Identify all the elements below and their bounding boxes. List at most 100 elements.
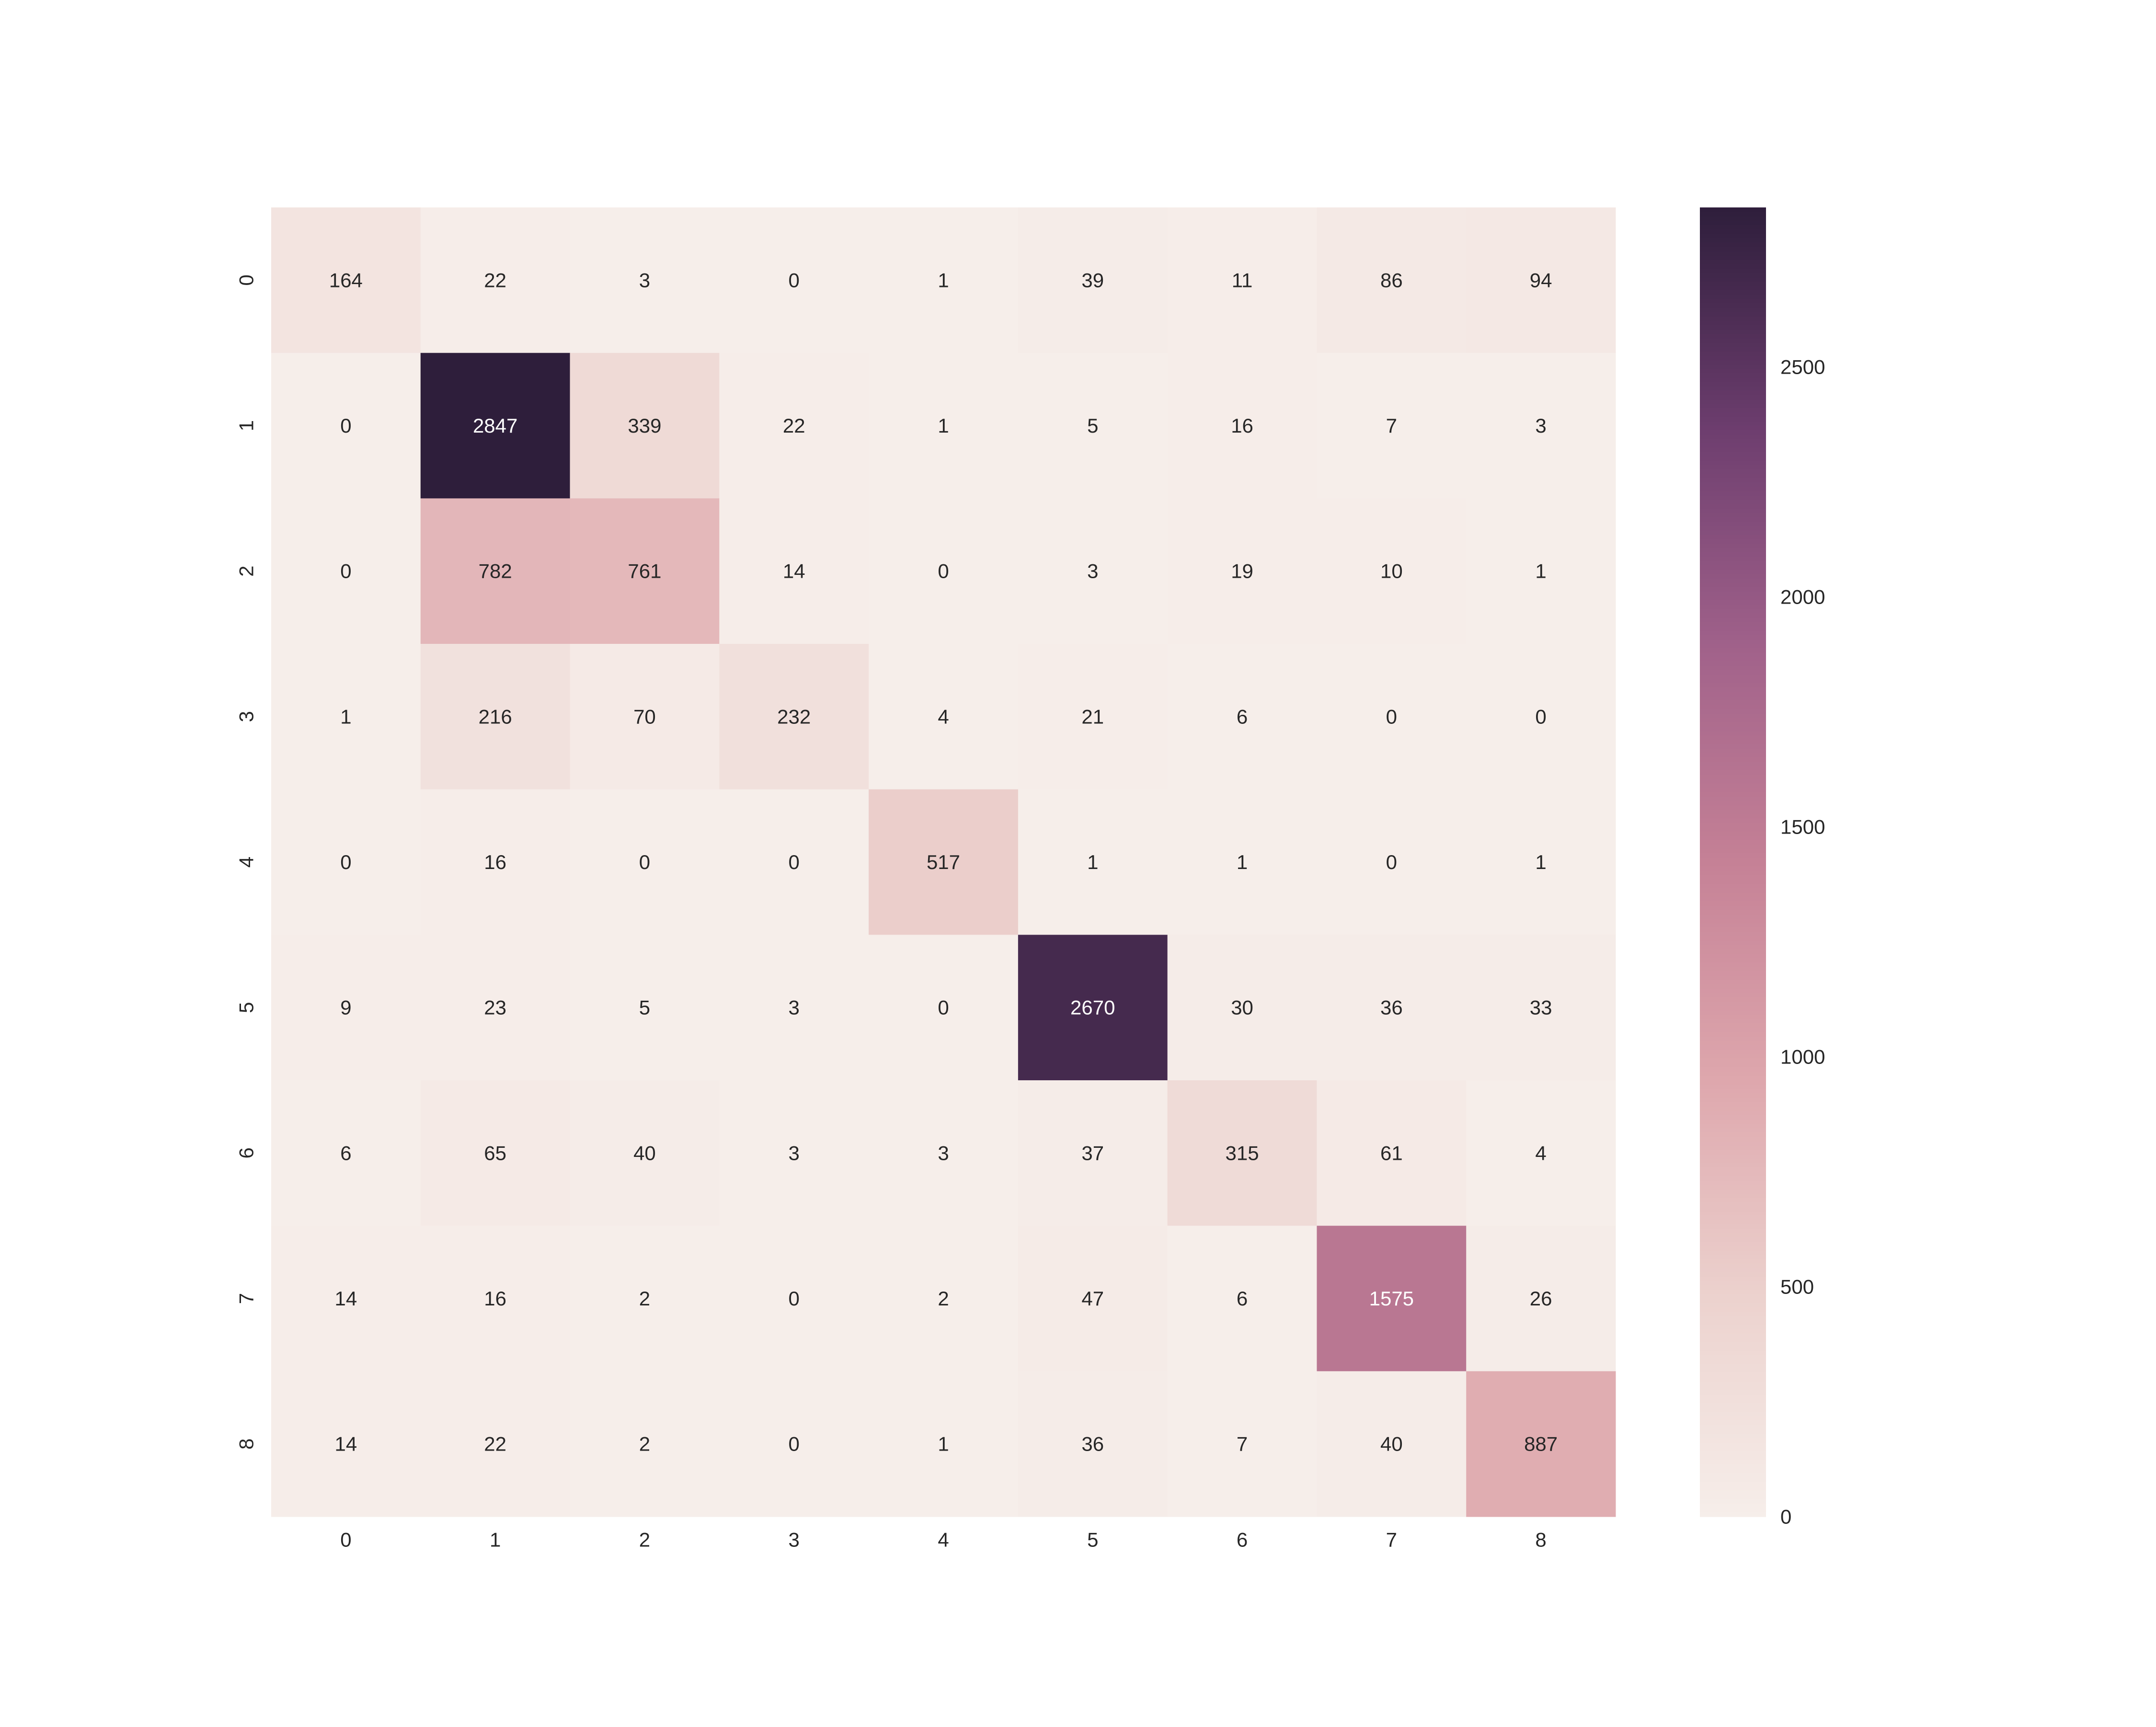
cell-value-r2-c1: 782 — [479, 560, 512, 583]
colorbar-segment — [1700, 1477, 1766, 1482]
colorbar-segment — [1700, 1045, 1766, 1050]
colorbar-segment — [1700, 478, 1766, 483]
colorbar-tick-label: 2500 — [1780, 356, 1825, 378]
colorbar-segment — [1700, 805, 1766, 810]
heatmap-cell-r4-c7 — [1317, 789, 1467, 935]
cell-value-r7-c0: 14 — [335, 1287, 357, 1310]
heatmap-cell-r6-c8 — [1466, 1080, 1616, 1226]
heatmap-cell-r3-c3 — [719, 644, 869, 790]
cell-value-r2-c4: 0 — [938, 560, 949, 583]
heatmap-cell-r1-c5 — [1018, 353, 1168, 499]
colorbar-segment — [1700, 810, 1766, 814]
cell-value-r6-c1: 65 — [484, 1142, 506, 1164]
colorbar-segment — [1700, 286, 1766, 291]
colorbar-segment — [1700, 858, 1766, 863]
cell-value-r4-c5: 1 — [1087, 851, 1098, 873]
heatmap-cell-r8-c3 — [719, 1371, 869, 1517]
heatmap-cell-r1-c3 — [719, 353, 869, 499]
x-tick-label: 2 — [639, 1529, 650, 1551]
colorbar-segment — [1700, 1486, 1766, 1491]
colorbar-segment — [1700, 674, 1766, 679]
heatmap-cell-r7-c4 — [869, 1225, 1019, 1372]
colorbar-segment — [1700, 281, 1766, 286]
heatmap-cell-r2-c3 — [719, 498, 869, 644]
colorbar-segment — [1700, 251, 1766, 256]
heatmap-cell-r5-c1 — [420, 935, 571, 1081]
heatmap-cell-r0-c7 — [1317, 207, 1467, 354]
colorbar-segment — [1700, 1503, 1766, 1509]
heatmap-cell-r0-c8 — [1466, 207, 1616, 354]
colorbar-segment — [1700, 775, 1766, 780]
colorbar-segment — [1700, 1032, 1766, 1037]
colorbar-segment — [1700, 1071, 1766, 1076]
colorbar-segment — [1700, 220, 1766, 226]
y-tick-label: 4 — [235, 857, 258, 868]
colorbar-segment — [1700, 1132, 1766, 1138]
colorbar-segment — [1700, 395, 1766, 400]
heatmap-cell-r8-c7 — [1317, 1371, 1467, 1517]
colorbar-segment — [1700, 1499, 1766, 1504]
colorbar-segment — [1700, 1451, 1766, 1456]
colorbar-segment — [1700, 1294, 1766, 1299]
cell-value-r5-c7: 36 — [1380, 996, 1403, 1019]
colorbar-segment — [1700, 1015, 1766, 1020]
cell-value-r1-c2: 339 — [628, 414, 661, 437]
cell-value-r3-c7: 0 — [1386, 705, 1397, 728]
colorbar-segment — [1700, 417, 1766, 422]
colorbar-segment — [1700, 460, 1766, 466]
y-tick-label: 5 — [235, 1002, 258, 1013]
cell-value-r7-c2: 2 — [639, 1287, 650, 1310]
colorbar-segment — [1700, 1399, 1766, 1404]
colorbar-segment — [1700, 884, 1766, 889]
colorbar-segment — [1700, 1272, 1766, 1277]
colorbar-segment — [1700, 709, 1766, 714]
colorbar-segment — [1700, 1372, 1766, 1378]
colorbar-segment — [1700, 1468, 1766, 1474]
colorbar-segment — [1700, 731, 1766, 736]
y-axis-tick-labels: 0 1 2 3 4 5 6 7 8 — [235, 274, 258, 1450]
colorbar-segment — [1700, 761, 1766, 766]
colorbar-segment — [1700, 338, 1766, 343]
colorbar-segment — [1700, 238, 1766, 243]
colorbar-segment — [1700, 1425, 1766, 1430]
colorbar-segment — [1700, 570, 1766, 574]
colorbar-segment — [1700, 1158, 1766, 1164]
colorbar-segment — [1700, 320, 1766, 326]
colorbar-segment — [1700, 1346, 1766, 1351]
colorbar-segment — [1700, 678, 1766, 684]
cell-value-r2-c3: 14 — [783, 560, 805, 583]
cell-value-r1-c1: 2847 — [473, 414, 517, 437]
colorbar-segment — [1700, 1089, 1766, 1094]
heatmap-cell-r2-c0 — [271, 498, 421, 644]
colorbar-segment — [1700, 521, 1766, 526]
cell-value-r4-c6: 1 — [1237, 851, 1248, 873]
colorbar-segment — [1700, 1019, 1766, 1024]
colorbar-segment — [1700, 652, 1766, 657]
colorbar-segment — [1700, 1198, 1766, 1203]
colorbar-segment — [1700, 888, 1766, 893]
cell-value-r7-c5: 47 — [1081, 1287, 1104, 1310]
colorbar-segment — [1700, 591, 1766, 596]
colorbar-segment — [1700, 535, 1766, 539]
colorbar-segment — [1700, 892, 1766, 897]
colorbar-segment — [1700, 648, 1766, 653]
colorbar-segment — [1700, 434, 1766, 439]
colorbar-segment — [1700, 1438, 1766, 1443]
heatmap-cell-r5-c8 — [1466, 935, 1616, 1081]
heatmap-cell-r3-c5 — [1018, 644, 1168, 790]
heatmap-cell-r7-c5 — [1018, 1225, 1168, 1372]
colorbar-segment — [1700, 212, 1766, 217]
colorbar-segment — [1700, 386, 1766, 391]
colorbar-segment — [1700, 988, 1766, 994]
colorbar-segment — [1700, 635, 1766, 640]
colorbar-segment — [1700, 766, 1766, 771]
cell-value-r0-c0: 164 — [329, 269, 363, 291]
heatmap-cell-r5-c7 — [1317, 935, 1467, 1081]
colorbar-segment — [1700, 595, 1766, 601]
colorbar-segment — [1700, 1036, 1766, 1041]
cell-value-r4-c1: 16 — [484, 851, 506, 873]
colorbar-segment — [1700, 347, 1766, 352]
heatmap-cell-r8-c0 — [271, 1371, 421, 1517]
heatmap-cell-r0-c1 — [420, 207, 571, 354]
